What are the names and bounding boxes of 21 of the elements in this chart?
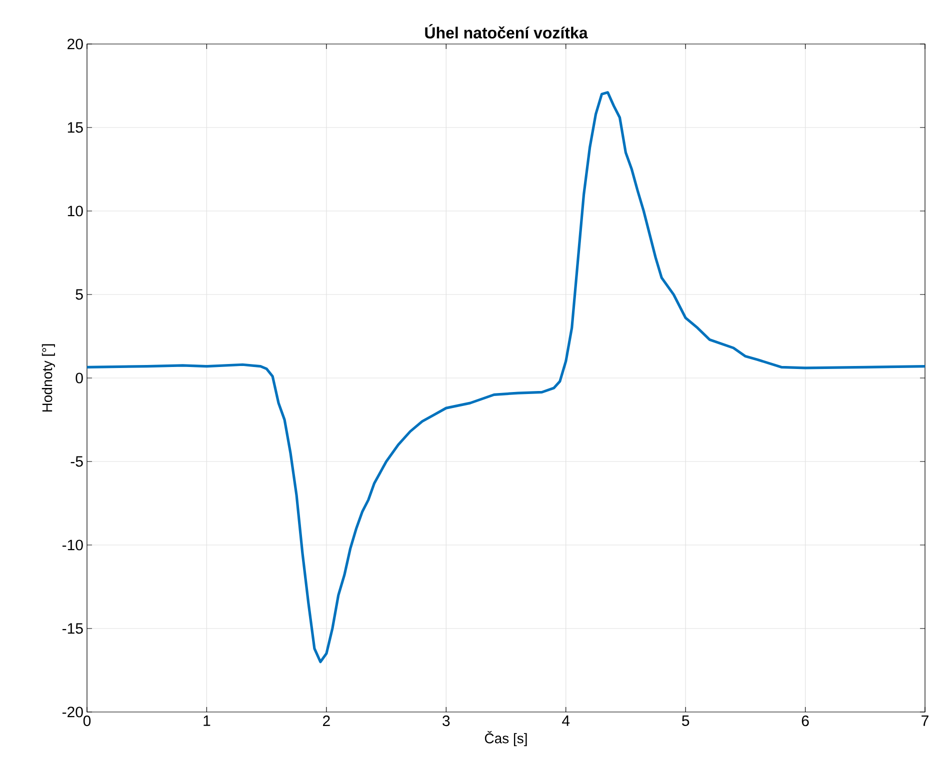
- x-tick-label: 1: [204, 716, 210, 726]
- y-tick-label: -5: [70, 456, 83, 467]
- y-tick-label: 10: [68, 206, 83, 216]
- x-tick-label: 3: [442, 716, 450, 726]
- y-tick-label: 15: [68, 122, 83, 133]
- chart-title: Úhel natočení vozítka: [425, 24, 588, 38]
- x-tick-label: 6: [802, 716, 809, 726]
- x-tick-label: 7: [922, 716, 928, 726]
- y-tick-label: -10: [62, 540, 83, 550]
- x-axis-title: Čas [s]: [484, 730, 527, 746]
- x-tick-label: 2: [323, 716, 330, 726]
- y-tick-label: -15: [62, 623, 83, 634]
- y-axis-title: Hodnoty [°]: [42, 344, 55, 412]
- y-tick-label: 5: [76, 289, 83, 300]
- y-tick-label: 0: [76, 372, 83, 384]
- line-series: [87, 91, 926, 664]
- x-tick-label: 4: [562, 716, 570, 726]
- x-tick-label: 0: [83, 716, 91, 726]
- y-tick-label: -20: [62, 706, 83, 718]
- x-tick-label: 5: [682, 716, 690, 726]
- y-tick-label: 20: [68, 38, 83, 50]
